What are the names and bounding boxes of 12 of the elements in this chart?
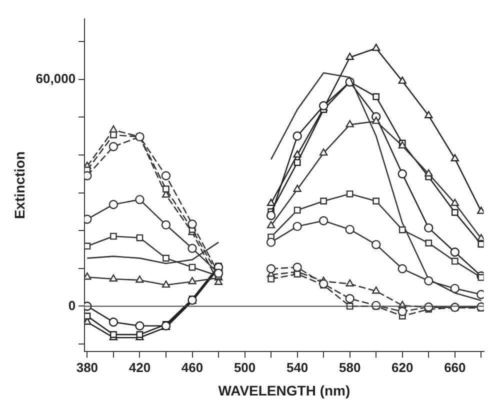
x-tick-label: 420: [128, 360, 151, 375]
y-axis-title: Extinction: [11, 151, 28, 220]
y-tick-label: 60,000: [36, 70, 76, 86]
x-tick-label: 580: [338, 360, 361, 375]
x-tick-label: 620: [392, 360, 414, 375]
x-tick-label: 380: [76, 360, 98, 375]
x-tick-label: 500: [234, 360, 256, 375]
x-tick-label: 540: [286, 360, 308, 375]
x-tick-label: 460: [181, 360, 204, 375]
x-axis-title: WAVELENGTH (nm): [218, 382, 350, 398]
x-tick-label: 660: [444, 360, 466, 375]
y-tick-label: 0: [68, 298, 76, 313]
